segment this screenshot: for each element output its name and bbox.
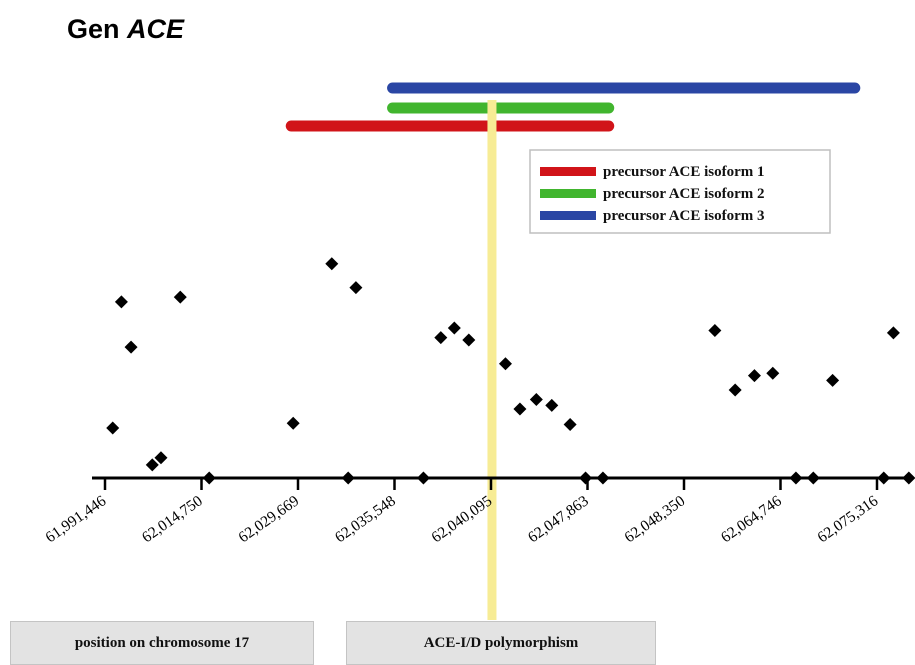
- data-point: [563, 417, 577, 431]
- legend: precursor ACE isoform 1 precursor ACE iso…: [529, 149, 831, 234]
- polymorphism-label: ACE-I/D polymorphism: [423, 634, 579, 651]
- data-point: [766, 366, 780, 380]
- legend-swatch: [540, 167, 596, 176]
- data-point: [728, 383, 742, 397]
- data-point: [579, 471, 593, 485]
- x-tick-label: 61,991,446: [42, 492, 109, 546]
- x-tick-label: 62,048,350: [621, 492, 688, 546]
- data-point: [154, 451, 168, 465]
- data-point: [529, 392, 543, 406]
- data-point: [286, 416, 300, 430]
- x-tick-label: 62,040,095: [428, 492, 495, 546]
- data-point: [789, 471, 803, 485]
- data-point: [886, 326, 900, 340]
- data-point: [202, 471, 216, 485]
- data-point: [145, 458, 159, 472]
- x-tick-label: 62,047,863: [525, 492, 592, 546]
- data-point: [513, 402, 527, 416]
- data-point: [498, 357, 512, 371]
- data-point: [545, 398, 559, 412]
- x-axis-label-box: position on chromosome 17: [10, 621, 314, 665]
- data-point: [877, 471, 891, 485]
- data-point: [708, 323, 722, 337]
- x-tick-label: 62,064,746: [718, 492, 785, 546]
- legend-label: precursor ACE isoform 1: [603, 164, 765, 180]
- legend-swatch: [540, 189, 596, 198]
- data-point: [747, 369, 761, 383]
- data-point: [826, 373, 840, 387]
- title-prefix: Gen: [67, 14, 128, 44]
- data-point: [124, 340, 138, 354]
- polymorphism-label-box: ACE-I/D polymorphism: [346, 621, 656, 665]
- data-point: [434, 331, 448, 345]
- data-point: [341, 471, 355, 485]
- data-point: [114, 295, 128, 309]
- data-point: [806, 471, 820, 485]
- x-tick-label: 62,014,750: [139, 492, 206, 546]
- data-point: [902, 471, 915, 485]
- legend-label: precursor ACE isoform 2: [603, 186, 765, 202]
- legend-swatch: [540, 211, 596, 220]
- x-axis-label: position on chromosome 17: [74, 634, 250, 651]
- x-tick-label: 62,035,548: [332, 492, 399, 546]
- polymorphism-line: [487, 100, 497, 620]
- x-axis: [92, 476, 912, 490]
- data-point: [596, 471, 610, 485]
- title-gene: ACE: [127, 14, 185, 44]
- legend-label: precursor ACE isoform 3: [603, 208, 765, 224]
- isoform-bars: [285, 82, 861, 132]
- data-point: [106, 421, 120, 435]
- data-point: [447, 321, 461, 335]
- data-point: [173, 290, 187, 304]
- ace-chart: 61,991,446 62,014,750 62,029,669 62,035,548…: [42, 82, 915, 620]
- data-points: [106, 257, 915, 485]
- x-tick-labels: 61,991,446 62,014,750 62,029,669 62,035,548…: [42, 492, 881, 546]
- chart-title: Gen ACE: [67, 14, 184, 45]
- x-tick-label: 62,029,669: [235, 492, 302, 546]
- x-tick-label: 62,075,316: [814, 492, 881, 546]
- data-point: [462, 333, 476, 347]
- data-point: [325, 257, 339, 271]
- data-point: [349, 281, 363, 295]
- data-point: [416, 471, 430, 485]
